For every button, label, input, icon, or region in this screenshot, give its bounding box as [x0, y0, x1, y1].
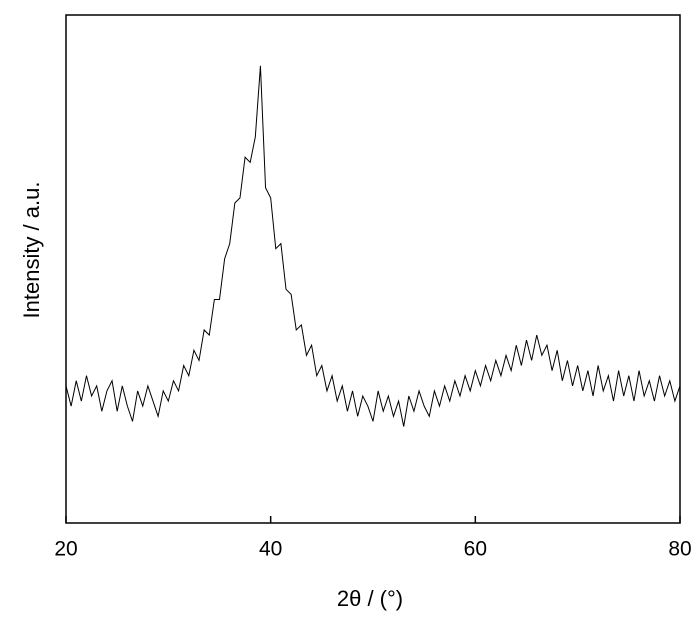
data-line	[65, 65, 681, 427]
x-tick-label: 80	[668, 538, 691, 561]
y-axis-label: Intensity / a.u.	[19, 182, 44, 319]
x-tick-label: 20	[54, 538, 77, 561]
plot-frame	[65, 14, 681, 524]
x-axis-label: 2θ / (°)	[337, 586, 403, 611]
x-tick-label: 40	[259, 538, 282, 561]
x-tick-label: 60	[464, 538, 487, 561]
